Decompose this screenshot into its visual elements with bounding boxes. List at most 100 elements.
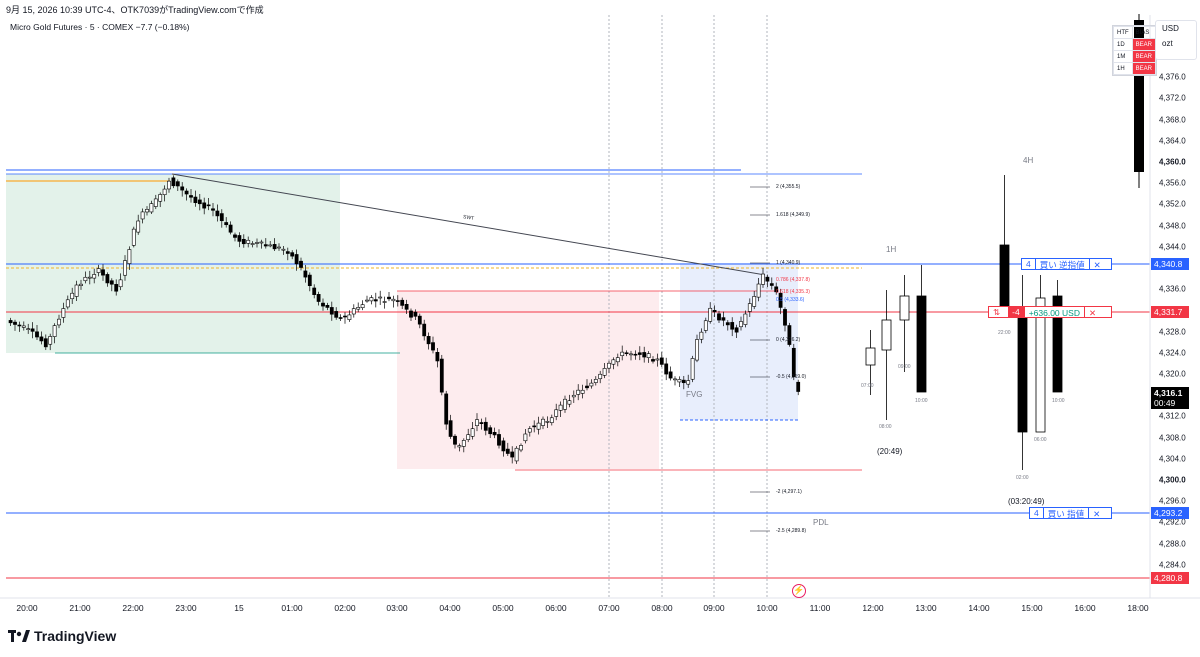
candle[interactable] bbox=[492, 431, 497, 436]
candle[interactable] bbox=[109, 280, 114, 285]
close-icon[interactable]: ✕ bbox=[1088, 259, 1105, 270]
candle[interactable] bbox=[787, 325, 792, 345]
candle[interactable] bbox=[435, 351, 440, 362]
candle[interactable] bbox=[422, 323, 427, 337]
candle[interactable] bbox=[153, 198, 158, 207]
candle[interactable] bbox=[721, 317, 726, 321]
candle[interactable] bbox=[567, 400, 572, 405]
tradingview-logo[interactable]: TradingView bbox=[8, 628, 116, 644]
candle[interactable] bbox=[321, 302, 325, 307]
candle[interactable] bbox=[105, 274, 110, 284]
candle[interactable] bbox=[263, 244, 268, 247]
price-axis-header[interactable]: USD ozt bbox=[1155, 20, 1197, 60]
candle[interactable] bbox=[197, 199, 202, 205]
htf-candle[interactable] bbox=[899, 295, 910, 321]
candle[interactable] bbox=[338, 317, 343, 319]
candle[interactable] bbox=[681, 379, 686, 384]
candle[interactable] bbox=[26, 328, 31, 330]
candle[interactable] bbox=[378, 296, 383, 299]
candle[interactable] bbox=[96, 268, 101, 273]
limit-buy-order[interactable]: 4 買い 指値 ✕ bbox=[1029, 507, 1112, 519]
candle[interactable] bbox=[664, 363, 669, 375]
candle[interactable] bbox=[646, 353, 651, 358]
candle[interactable] bbox=[255, 242, 259, 244]
candle[interactable] bbox=[307, 274, 312, 287]
candle[interactable] bbox=[303, 270, 308, 278]
candle[interactable] bbox=[413, 311, 418, 317]
stop-buy-order[interactable]: 4 買い 逆指値 ✕ bbox=[1021, 258, 1112, 270]
candle[interactable] bbox=[642, 352, 647, 358]
candle[interactable] bbox=[189, 195, 193, 198]
candle[interactable] bbox=[158, 194, 163, 202]
htf-candle[interactable] bbox=[1035, 297, 1046, 433]
candle[interactable] bbox=[545, 421, 550, 423]
candle[interactable] bbox=[395, 300, 400, 302]
candle[interactable] bbox=[417, 315, 422, 325]
candle[interactable] bbox=[149, 203, 154, 213]
candle[interactable] bbox=[92, 274, 97, 279]
candle[interactable] bbox=[453, 435, 457, 445]
candle[interactable] bbox=[43, 338, 48, 348]
candle[interactable] bbox=[624, 352, 629, 355]
candle[interactable] bbox=[677, 379, 682, 383]
candle[interactable] bbox=[637, 352, 642, 355]
candle[interactable] bbox=[593, 379, 598, 383]
candle[interactable] bbox=[589, 382, 594, 387]
candle[interactable] bbox=[497, 434, 501, 446]
candle[interactable] bbox=[519, 445, 523, 451]
candle[interactable] bbox=[576, 389, 581, 395]
candle[interactable] bbox=[202, 202, 207, 209]
candle[interactable] bbox=[145, 209, 149, 213]
candle[interactable] bbox=[171, 177, 176, 187]
candle[interactable] bbox=[316, 294, 321, 302]
candle[interactable] bbox=[703, 320, 708, 331]
candle[interactable] bbox=[444, 393, 449, 425]
candle[interactable] bbox=[65, 299, 70, 308]
candle[interactable] bbox=[725, 322, 730, 326]
candle[interactable] bbox=[382, 301, 387, 303]
candle[interactable] bbox=[241, 238, 246, 245]
close-icon[interactable]: ✕ bbox=[1088, 508, 1104, 519]
candle[interactable] bbox=[580, 389, 585, 394]
candle[interactable] bbox=[193, 196, 198, 204]
candle[interactable] bbox=[351, 308, 356, 315]
candle[interactable] bbox=[734, 327, 739, 333]
candle[interactable] bbox=[224, 222, 229, 226]
candle[interactable] bbox=[602, 368, 607, 376]
candle[interactable] bbox=[114, 284, 119, 292]
candle[interactable] bbox=[527, 428, 532, 433]
candle[interactable] bbox=[215, 210, 220, 217]
candle[interactable] bbox=[334, 311, 339, 318]
candle[interactable] bbox=[505, 448, 510, 454]
candle[interactable] bbox=[668, 371, 673, 379]
candle[interactable] bbox=[250, 243, 255, 245]
candle[interactable] bbox=[21, 325, 26, 328]
candle[interactable] bbox=[615, 357, 620, 363]
htf-candle[interactable] bbox=[865, 347, 876, 366]
candle[interactable] bbox=[708, 307, 713, 322]
candle[interactable] bbox=[747, 303, 752, 312]
candle[interactable] bbox=[79, 283, 83, 286]
candle[interactable] bbox=[162, 188, 167, 196]
candle[interactable] bbox=[409, 310, 413, 318]
candle[interactable] bbox=[285, 251, 290, 254]
candle[interactable] bbox=[233, 234, 237, 238]
candle[interactable] bbox=[70, 292, 75, 300]
candle[interactable] bbox=[796, 381, 801, 392]
candle[interactable] bbox=[13, 321, 17, 325]
candle[interactable] bbox=[219, 213, 224, 222]
candle[interactable] bbox=[712, 309, 717, 313]
candle[interactable] bbox=[391, 298, 396, 302]
candle[interactable] bbox=[655, 358, 660, 361]
candle[interactable] bbox=[325, 305, 330, 308]
candle[interactable] bbox=[123, 260, 127, 276]
candle[interactable] bbox=[791, 347, 796, 377]
candle[interactable] bbox=[651, 359, 655, 362]
candle[interactable] bbox=[620, 351, 625, 357]
candle[interactable] bbox=[365, 299, 369, 302]
candle[interactable] bbox=[523, 433, 528, 442]
candle[interactable] bbox=[87, 276, 92, 279]
candle[interactable] bbox=[778, 292, 783, 308]
candle[interactable] bbox=[457, 445, 462, 448]
